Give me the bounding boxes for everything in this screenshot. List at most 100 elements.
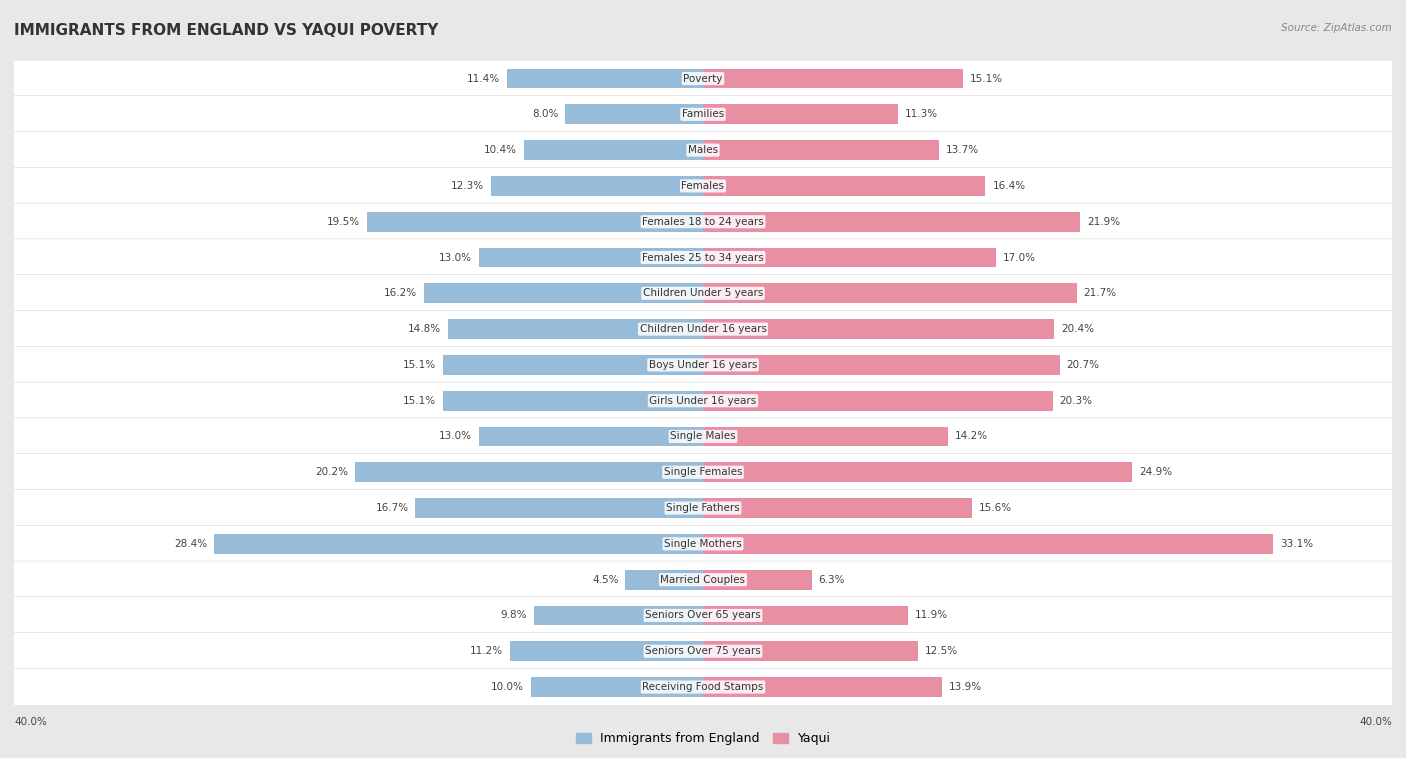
Bar xyxy=(703,176,986,196)
Text: 16.2%: 16.2% xyxy=(384,288,418,299)
Bar xyxy=(534,606,703,625)
Text: Children Under 16 years: Children Under 16 years xyxy=(640,324,766,334)
FancyBboxPatch shape xyxy=(14,274,1392,312)
Text: 11.9%: 11.9% xyxy=(915,610,948,621)
Text: Families: Families xyxy=(682,109,724,119)
Text: 16.4%: 16.4% xyxy=(993,181,1025,191)
Bar xyxy=(214,534,703,553)
Text: 15.1%: 15.1% xyxy=(404,360,436,370)
Bar xyxy=(703,427,948,446)
FancyBboxPatch shape xyxy=(14,669,1392,706)
Text: Married Couples: Married Couples xyxy=(661,575,745,584)
Text: 6.3%: 6.3% xyxy=(818,575,845,584)
Text: 13.0%: 13.0% xyxy=(439,431,472,441)
Text: Single Mothers: Single Mothers xyxy=(664,539,742,549)
Text: 20.2%: 20.2% xyxy=(315,467,349,478)
Text: 14.2%: 14.2% xyxy=(955,431,987,441)
Bar xyxy=(510,641,703,661)
Bar xyxy=(703,105,897,124)
Bar xyxy=(425,283,703,303)
Text: 11.3%: 11.3% xyxy=(904,109,938,119)
Bar xyxy=(703,677,942,697)
Bar xyxy=(479,427,703,446)
Bar xyxy=(703,641,918,661)
Text: Females 18 to 24 years: Females 18 to 24 years xyxy=(643,217,763,227)
Text: IMMIGRANTS FROM ENGLAND VS YAQUI POVERTY: IMMIGRANTS FROM ENGLAND VS YAQUI POVERTY xyxy=(14,23,439,38)
Text: 9.8%: 9.8% xyxy=(501,610,527,621)
Bar xyxy=(703,355,1060,374)
Text: Males: Males xyxy=(688,145,718,155)
Bar xyxy=(506,69,703,89)
Bar xyxy=(524,140,703,160)
FancyBboxPatch shape xyxy=(14,490,1392,527)
Bar xyxy=(415,498,703,518)
Legend: Immigrants from England, Yaqui: Immigrants from England, Yaqui xyxy=(571,727,835,750)
Text: 14.8%: 14.8% xyxy=(408,324,441,334)
Text: 15.1%: 15.1% xyxy=(404,396,436,406)
FancyBboxPatch shape xyxy=(14,203,1392,240)
Text: 40.0%: 40.0% xyxy=(14,718,46,728)
Text: Children Under 5 years: Children Under 5 years xyxy=(643,288,763,299)
Text: Seniors Over 65 years: Seniors Over 65 years xyxy=(645,610,761,621)
Text: 16.7%: 16.7% xyxy=(375,503,409,513)
FancyBboxPatch shape xyxy=(14,168,1392,205)
Bar xyxy=(626,570,703,590)
Bar xyxy=(703,606,908,625)
Text: 19.5%: 19.5% xyxy=(328,217,360,227)
Bar xyxy=(703,498,972,518)
FancyBboxPatch shape xyxy=(14,418,1392,455)
Text: 20.4%: 20.4% xyxy=(1062,324,1094,334)
Bar xyxy=(703,140,939,160)
Text: 15.1%: 15.1% xyxy=(970,74,1002,83)
Text: Females 25 to 34 years: Females 25 to 34 years xyxy=(643,252,763,262)
Bar xyxy=(703,462,1132,482)
Text: Girls Under 16 years: Girls Under 16 years xyxy=(650,396,756,406)
FancyBboxPatch shape xyxy=(14,96,1392,133)
Text: 13.7%: 13.7% xyxy=(946,145,979,155)
Bar xyxy=(703,283,1077,303)
Text: Single Fathers: Single Fathers xyxy=(666,503,740,513)
Bar xyxy=(703,248,995,268)
Bar xyxy=(491,176,703,196)
FancyBboxPatch shape xyxy=(14,453,1392,491)
Text: 21.9%: 21.9% xyxy=(1087,217,1121,227)
Bar xyxy=(479,248,703,268)
Text: 4.5%: 4.5% xyxy=(592,575,619,584)
Text: 10.0%: 10.0% xyxy=(491,682,524,692)
Text: 24.9%: 24.9% xyxy=(1139,467,1171,478)
Text: Females: Females xyxy=(682,181,724,191)
FancyBboxPatch shape xyxy=(14,561,1392,598)
FancyBboxPatch shape xyxy=(14,311,1392,348)
FancyBboxPatch shape xyxy=(14,525,1392,562)
Bar xyxy=(443,391,703,411)
Bar xyxy=(703,534,1272,553)
Bar xyxy=(449,319,703,339)
Text: 10.4%: 10.4% xyxy=(484,145,517,155)
Bar xyxy=(703,570,811,590)
Text: 20.3%: 20.3% xyxy=(1060,396,1092,406)
Text: Single Males: Single Males xyxy=(671,431,735,441)
FancyBboxPatch shape xyxy=(14,382,1392,419)
Text: 33.1%: 33.1% xyxy=(1279,539,1313,549)
FancyBboxPatch shape xyxy=(14,597,1392,634)
Text: Poverty: Poverty xyxy=(683,74,723,83)
Bar xyxy=(443,355,703,374)
Text: 11.4%: 11.4% xyxy=(467,74,499,83)
Text: 15.6%: 15.6% xyxy=(979,503,1012,513)
Text: 8.0%: 8.0% xyxy=(531,109,558,119)
Bar xyxy=(565,105,703,124)
Text: Boys Under 16 years: Boys Under 16 years xyxy=(648,360,758,370)
Text: 40.0%: 40.0% xyxy=(1360,718,1392,728)
Text: 11.2%: 11.2% xyxy=(470,647,503,656)
Bar xyxy=(703,69,963,89)
Text: 17.0%: 17.0% xyxy=(1002,252,1036,262)
Text: 13.9%: 13.9% xyxy=(949,682,983,692)
Text: Single Females: Single Females xyxy=(664,467,742,478)
Text: 20.7%: 20.7% xyxy=(1066,360,1099,370)
FancyBboxPatch shape xyxy=(14,60,1392,97)
Text: Source: ZipAtlas.com: Source: ZipAtlas.com xyxy=(1281,23,1392,33)
Text: 12.3%: 12.3% xyxy=(451,181,484,191)
FancyBboxPatch shape xyxy=(14,132,1392,169)
Text: 28.4%: 28.4% xyxy=(174,539,207,549)
Bar xyxy=(703,391,1053,411)
